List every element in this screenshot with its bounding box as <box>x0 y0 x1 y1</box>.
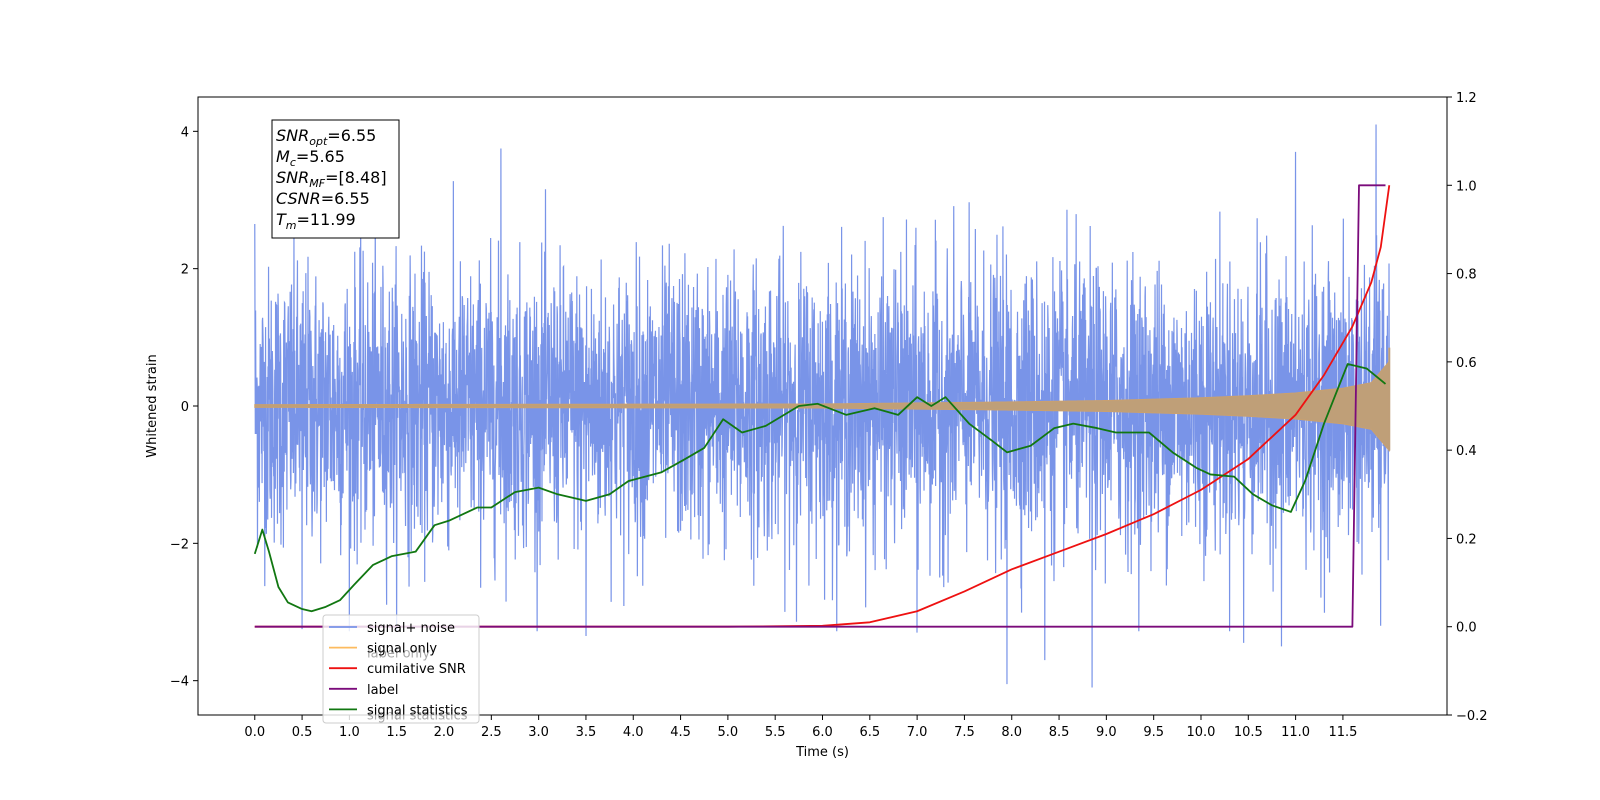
plot-series <box>253 124 1391 688</box>
x-tick-label: 3.5 <box>576 725 597 740</box>
x-tick-label: 6.0 <box>812 725 833 740</box>
legend-label: signal+ noise <box>367 621 455 636</box>
y-right-tick-label: 1.2 <box>1456 91 1477 106</box>
x-tick-label: 7.5 <box>954 725 975 740</box>
y-left-tick-label: −2 <box>170 537 189 552</box>
x-tick-label: 10.0 <box>1187 725 1216 740</box>
info-box-frame <box>271 119 400 239</box>
y-right-tick-label: 0.6 <box>1456 356 1477 371</box>
series-line <box>254 184 1386 628</box>
legend-label: signal only <box>367 642 437 657</box>
series-signal-statistics <box>253 363 1387 613</box>
x-tick-label: 4.5 <box>670 725 691 740</box>
x-tick-label: 5.5 <box>765 725 786 740</box>
x-tick-label: 3.0 <box>528 725 549 740</box>
y-right-tick-label: −0.2 <box>1456 709 1488 724</box>
y-axis-right: 1.2 1.0 0.8 0.6 0.4 0.2 0.0 −0.2 <box>1447 91 1488 724</box>
y-right-tick-label: 0.2 <box>1456 532 1477 547</box>
y-left-tick-label: 2 <box>181 263 189 278</box>
info-box-line: Tm=11.99 <box>276 210 356 232</box>
x-axis-title: Time (s) <box>795 745 849 760</box>
y-left-tick-label: −4 <box>170 675 189 690</box>
x-tick-label: 2.0 <box>434 725 455 740</box>
x-tick-label: 8.5 <box>1049 725 1070 740</box>
x-tick-label: 10.5 <box>1234 725 1263 740</box>
series-label <box>254 184 1386 628</box>
info-box-line: SNRopt=6.55 <box>276 126 376 148</box>
x-axis: 0.0 0.5 1.0 1.5 2.0 2.5 3.0 3.5 4.0 4.5 5.0 5.5 6.0 6… <box>244 715 1357 740</box>
info-box-line: SNRMF=[8.48] <box>276 168 387 190</box>
x-tick-label: 11.0 <box>1281 725 1310 740</box>
x-tick-label: 1.5 <box>386 725 407 740</box>
series-line <box>253 363 1387 613</box>
legend-label: cumilative SNR <box>367 662 466 677</box>
x-tick-label: 2.5 <box>481 725 502 740</box>
legend-frame <box>322 614 480 724</box>
x-tick-label: 5.0 <box>718 725 739 740</box>
series-line <box>254 185 1391 628</box>
x-tick-label: 9.0 <box>1096 725 1117 740</box>
y-right-tick-label: 0.4 <box>1456 444 1477 459</box>
y-right-tick-label: 0.0 <box>1456 621 1477 636</box>
x-tick-label: 4.0 <box>623 725 644 740</box>
y-left-tick-label: 0 <box>181 400 189 415</box>
y-left-tick-label: 4 <box>181 125 189 140</box>
series-cumilative-snr <box>254 185 1391 628</box>
x-tick-label: 9.5 <box>1143 725 1164 740</box>
legend: label only signal statistics signal+ noise… <box>322 614 480 724</box>
y-right-tick-label: 0.8 <box>1456 268 1477 283</box>
x-tick-label: 8.0 <box>1001 725 1022 740</box>
x-tick-label: 1.0 <box>339 725 360 740</box>
y-axis-left: 4 2 0 −2 −4 <box>170 125 198 690</box>
legend-ghost-text: label only <box>367 647 430 662</box>
y-axis-title: Whitened strain <box>145 354 160 457</box>
y-right-tick-label: 1.0 <box>1456 179 1477 194</box>
info-box-line: CSNR=6.55 <box>276 189 370 208</box>
x-tick-label: 0.0 <box>244 725 265 740</box>
legend-ghost-text: signal statistics <box>367 708 468 723</box>
x-tick-label: 6.5 <box>859 725 880 740</box>
signal-noise-line <box>254 124 1390 688</box>
x-tick-label: 0.5 <box>292 725 313 740</box>
x-tick-label: 11.5 <box>1328 725 1357 740</box>
info-box-line: Mc=5.65 <box>276 147 345 169</box>
legend-label: label <box>367 683 398 698</box>
x-tick-label: 7.0 <box>907 725 928 740</box>
legend-label: signal statistics <box>367 703 468 718</box>
series-signal-noise <box>254 124 1390 688</box>
